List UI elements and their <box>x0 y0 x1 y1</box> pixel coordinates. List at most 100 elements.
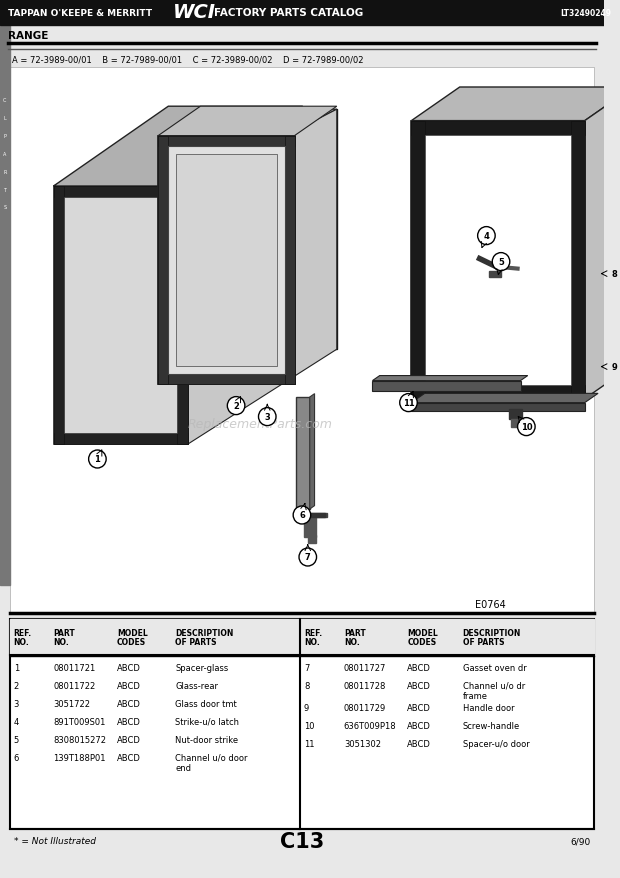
Text: ABCD: ABCD <box>117 681 141 690</box>
Text: 2: 2 <box>14 681 19 690</box>
Polygon shape <box>177 187 188 444</box>
Circle shape <box>259 408 276 426</box>
Text: 8: 8 <box>304 681 309 690</box>
Polygon shape <box>158 136 294 147</box>
Polygon shape <box>296 398 310 509</box>
Polygon shape <box>188 110 337 444</box>
Polygon shape <box>412 121 425 399</box>
Text: ReplacementParts.com: ReplacementParts.com <box>188 418 333 431</box>
Polygon shape <box>425 135 571 385</box>
Text: 1: 1 <box>94 455 100 464</box>
Polygon shape <box>331 110 337 349</box>
Bar <box>0 26 10 586</box>
Text: PART
NO.: PART NO. <box>344 628 366 646</box>
Text: 3: 3 <box>264 413 270 421</box>
Bar <box>304 517 316 537</box>
Text: L: L <box>4 115 6 120</box>
Text: Strike-u/o latch: Strike-u/o latch <box>175 717 239 726</box>
Text: ABCD: ABCD <box>117 735 141 745</box>
Polygon shape <box>53 187 188 198</box>
Text: 08011728: 08011728 <box>344 681 386 690</box>
Bar <box>300 619 594 655</box>
Text: DESCRIPTION
OF PARTS: DESCRIPTION OF PARTS <box>175 628 234 646</box>
Circle shape <box>400 394 417 412</box>
Text: 3051302: 3051302 <box>344 739 381 748</box>
Bar <box>509 409 523 419</box>
Text: ABCD: ABCD <box>407 721 431 730</box>
Bar <box>10 619 594 829</box>
Text: Gasset oven dr: Gasset oven dr <box>463 663 526 673</box>
Circle shape <box>605 358 620 376</box>
Polygon shape <box>168 147 285 374</box>
Text: 5: 5 <box>498 258 504 267</box>
Text: Handle door: Handle door <box>463 703 514 712</box>
Polygon shape <box>200 344 337 349</box>
Polygon shape <box>206 116 331 344</box>
Circle shape <box>293 507 311 524</box>
Text: REF.
NO.: REF. NO. <box>14 628 32 646</box>
Text: MODEL
CODES: MODEL CODES <box>117 628 148 646</box>
Polygon shape <box>412 403 585 411</box>
Text: REF.
NO.: REF. NO. <box>304 628 322 646</box>
Text: LT32490249: LT32490249 <box>560 9 611 18</box>
Bar <box>489 271 501 277</box>
Polygon shape <box>412 385 585 399</box>
Polygon shape <box>53 187 188 444</box>
Text: 10: 10 <box>521 422 532 432</box>
Text: 08011721: 08011721 <box>53 663 96 673</box>
Text: Screw-handle: Screw-handle <box>463 721 520 730</box>
Text: Spacer-glass: Spacer-glass <box>175 663 229 673</box>
Text: ABCD: ABCD <box>407 703 431 712</box>
Text: TAPPAN O'KEEPE & MERRITT: TAPPAN O'KEEPE & MERRITT <box>8 9 152 18</box>
Text: 4: 4 <box>14 717 19 726</box>
Text: 3051722: 3051722 <box>53 699 91 709</box>
Text: 6: 6 <box>14 753 19 762</box>
Text: ABCD: ABCD <box>407 663 431 673</box>
Text: ABCD: ABCD <box>117 717 141 726</box>
Bar <box>511 419 521 427</box>
Text: C: C <box>3 97 7 103</box>
Text: 139T188P01: 139T188P01 <box>53 753 106 762</box>
Polygon shape <box>571 121 585 399</box>
Text: 8308015272: 8308015272 <box>53 735 107 745</box>
Text: Spacer-u/o door: Spacer-u/o door <box>463 739 529 748</box>
Polygon shape <box>412 88 620 121</box>
Circle shape <box>299 549 317 566</box>
Circle shape <box>89 450 106 469</box>
Polygon shape <box>53 110 337 187</box>
Polygon shape <box>200 110 337 116</box>
Polygon shape <box>53 107 303 187</box>
Polygon shape <box>158 107 337 136</box>
Text: FACTORY PARTS CATALOG: FACTORY PARTS CATALOG <box>215 8 363 18</box>
Text: RANGE: RANGE <box>8 31 48 41</box>
Text: 636T009P18: 636T009P18 <box>344 721 396 730</box>
Polygon shape <box>64 198 177 434</box>
Polygon shape <box>412 394 598 403</box>
Text: ABCD: ABCD <box>407 681 431 690</box>
Text: 2: 2 <box>233 401 239 411</box>
Text: Glass-rear: Glass-rear <box>175 681 218 690</box>
Polygon shape <box>373 376 528 381</box>
Text: R: R <box>3 169 7 175</box>
Text: 6: 6 <box>299 511 305 520</box>
Polygon shape <box>158 136 294 385</box>
Polygon shape <box>585 88 620 399</box>
Text: DESCRIPTION
OF PARTS: DESCRIPTION OF PARTS <box>463 628 521 646</box>
Text: MODEL
CODES: MODEL CODES <box>407 628 438 646</box>
Text: 4: 4 <box>484 232 489 241</box>
Bar <box>302 514 326 517</box>
Text: 11: 11 <box>304 739 314 748</box>
Text: ABCD: ABCD <box>117 753 141 762</box>
Text: ABCD: ABCD <box>117 699 141 709</box>
Bar <box>0 0 604 26</box>
Polygon shape <box>412 121 585 399</box>
Circle shape <box>492 254 510 271</box>
Text: 7: 7 <box>305 553 311 562</box>
Text: * = Not Illustrated: * = Not Illustrated <box>14 837 95 846</box>
Text: 11: 11 <box>402 399 414 407</box>
Text: 6/90: 6/90 <box>570 837 590 846</box>
Text: ABCD: ABCD <box>407 739 431 748</box>
Text: 10: 10 <box>304 721 314 730</box>
Text: C13: C13 <box>280 831 324 851</box>
Text: 7: 7 <box>304 663 309 673</box>
